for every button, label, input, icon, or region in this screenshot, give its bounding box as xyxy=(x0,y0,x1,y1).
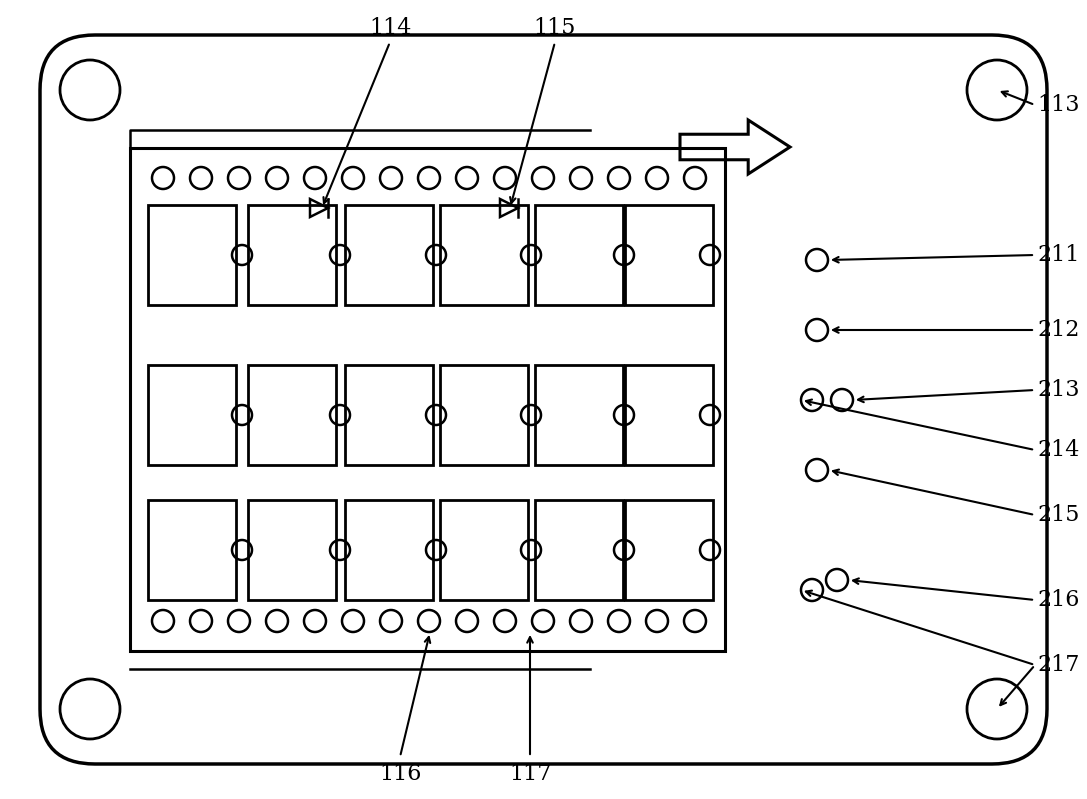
Bar xyxy=(345,500,433,600)
Text: 214: 214 xyxy=(1037,439,1079,461)
Bar xyxy=(248,365,336,465)
Bar xyxy=(625,500,713,600)
Bar xyxy=(440,365,528,465)
Text: 115: 115 xyxy=(534,17,576,39)
Text: 212: 212 xyxy=(1037,319,1079,341)
Bar xyxy=(345,365,433,465)
Bar xyxy=(535,205,623,305)
FancyBboxPatch shape xyxy=(40,35,1047,764)
Bar xyxy=(130,148,725,651)
Bar xyxy=(345,205,433,305)
Bar xyxy=(148,365,236,465)
Bar xyxy=(440,500,528,600)
Text: 113: 113 xyxy=(1037,94,1079,116)
Text: 114: 114 xyxy=(368,17,411,39)
Bar xyxy=(535,365,623,465)
Bar xyxy=(625,205,713,305)
Text: 216: 216 xyxy=(1037,589,1079,611)
Bar xyxy=(440,205,528,305)
Text: 116: 116 xyxy=(378,763,421,785)
Bar xyxy=(625,365,713,465)
Bar xyxy=(248,205,336,305)
Bar xyxy=(148,205,236,305)
Text: 117: 117 xyxy=(509,763,551,785)
Bar xyxy=(535,500,623,600)
Text: 215: 215 xyxy=(1037,504,1079,526)
Bar xyxy=(248,500,336,600)
Text: 217: 217 xyxy=(1037,654,1079,676)
Text: 213: 213 xyxy=(1037,379,1079,401)
Text: 211: 211 xyxy=(1037,244,1079,266)
Bar xyxy=(148,500,236,600)
